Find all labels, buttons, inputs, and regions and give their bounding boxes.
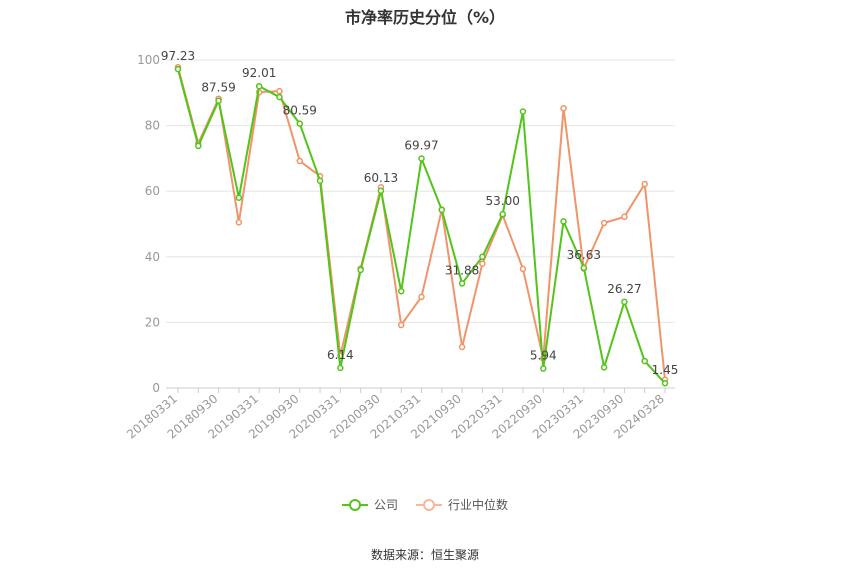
data-point (235, 194, 243, 202)
data-point (458, 280, 466, 287)
data-point (215, 97, 222, 104)
y-tick-label: 20 (145, 315, 160, 329)
y-tick-label: 60 (145, 184, 160, 198)
legend-item-industry-median[interactable]: 行业中位数 (416, 496, 508, 513)
data-point (621, 298, 628, 306)
data-label: 1.45 (652, 363, 679, 377)
data-point (276, 93, 283, 101)
legend-item-company[interactable]: 公司 (341, 496, 398, 513)
data-point (276, 87, 283, 95)
data-label: 53.00 (485, 194, 519, 208)
data-label: 60.13 (364, 171, 398, 185)
data-point (560, 218, 567, 225)
data-label: 31.88 (445, 263, 479, 277)
legend: 公司 行业中位数 (0, 496, 850, 513)
data-point (418, 293, 425, 301)
data-label: 80.59 (283, 104, 317, 118)
data-label: 6.14 (327, 348, 354, 362)
data-label: 87.59 (201, 81, 235, 95)
data-point (600, 219, 608, 227)
data-point (621, 213, 628, 221)
data-point (296, 157, 303, 165)
data-label: 97.23 (161, 49, 195, 63)
series-line (177, 68, 666, 384)
data-point (479, 253, 486, 261)
source-note: 数据来源：恒生聚源 (370, 548, 479, 562)
y-tick-label: 40 (145, 250, 160, 264)
data-point (458, 343, 466, 351)
grid-layer (166, 59, 675, 323)
data-point (377, 187, 385, 195)
data-point (174, 65, 182, 73)
series-line (177, 66, 666, 380)
data-point (235, 219, 243, 226)
legend-swatch-company (341, 498, 368, 512)
data-point (560, 104, 567, 112)
legend-label-company: 公司 (373, 498, 398, 512)
data-point (540, 365, 547, 372)
y-tick-label: 0 (152, 381, 160, 395)
data-point (316, 177, 324, 184)
data-label: 5.94 (530, 349, 557, 363)
data-label: 69.97 (404, 138, 438, 152)
data-point (296, 120, 303, 127)
data-point (580, 264, 588, 272)
legend-swatch-industry-median (416, 498, 442, 512)
y-tick-label: 80 (145, 119, 160, 133)
data-label: 26.27 (607, 282, 641, 296)
series-layer (174, 63, 669, 387)
data-point (499, 210, 506, 218)
y-tick-label: 100 (137, 53, 160, 67)
legend-label-industry-median: 行业中位数 (448, 498, 509, 512)
label-layer: 97.23 87.59 92.01 80.59 6.14 60.13 69.97 31.88 5… (161, 49, 679, 377)
data-point (519, 265, 527, 273)
data-point (397, 321, 405, 329)
data-point (641, 357, 648, 365)
data-point (255, 82, 263, 90)
data-point (195, 142, 202, 150)
data-point (661, 379, 669, 387)
data-label: 36.63 (567, 248, 601, 262)
data-point (641, 180, 648, 188)
data-point (519, 108, 527, 115)
data-point (438, 206, 446, 214)
data-point (337, 364, 344, 372)
series-company (174, 65, 669, 387)
data-point (479, 260, 486, 267)
data-point (418, 155, 425, 162)
series-industry-median (174, 63, 669, 384)
data-label: 92.01 (242, 66, 276, 80)
chart-title: 市净率历史分位（%） (344, 8, 506, 27)
data-point (600, 364, 608, 371)
data-point (397, 287, 405, 295)
data-point (357, 266, 364, 274)
